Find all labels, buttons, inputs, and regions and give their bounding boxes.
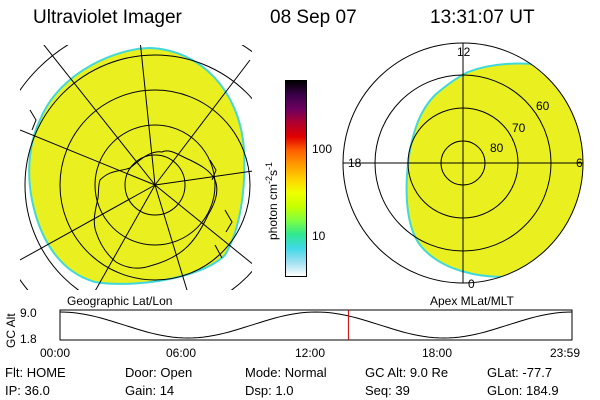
gc-alt-key: GC Alt: [365, 365, 407, 380]
mlt-label-12: 12 [457, 45, 471, 59]
mlt-label-18: 18 [348, 156, 362, 170]
right-panel-label: Apex MLat/MLT [430, 294, 514, 308]
time: 13:31:07 UT [430, 7, 535, 28]
seq-value: 39 [395, 383, 410, 398]
mlt-axes [343, 43, 583, 283]
ip-key: IP: [5, 383, 21, 398]
time-label-1: 06:00 [166, 346, 197, 360]
colorbar-tick-10: 10 [312, 229, 326, 243]
seq-key: Seq: [365, 383, 392, 398]
mlt-label-0: 0 [468, 277, 475, 291]
geo-meridians [20, 45, 252, 290]
footer-flight: Flt: HOME [5, 366, 66, 379]
left-panel-label: Geographic Lat/Lon [67, 294, 173, 308]
date: 08 Sep 07 [270, 7, 357, 28]
mlat-label-60: 60 [536, 99, 550, 113]
mlt-label-6: 6 [576, 156, 583, 170]
footer-gc-alt: GC Alt: 9.0 Re [365, 366, 448, 379]
time-label-3: 18:00 [422, 346, 453, 360]
footer-ip: IP: 36.0 [5, 384, 50, 397]
gc-alt-value: 9.0 Re [409, 365, 449, 380]
glon-key: GLon: [487, 383, 523, 398]
footer-dsp: Dsp: 1.0 [245, 384, 293, 397]
dsp-key: Dsp: [245, 383, 272, 398]
altitude-curve [59, 311, 573, 339]
footer-seq: Seq: 39 [365, 384, 410, 397]
glat-key: GLat: [487, 365, 519, 380]
ip-value: 36.0 [24, 383, 50, 398]
flight-value: HOME [26, 365, 66, 380]
time-label-0: 00:00 [40, 346, 71, 360]
timeline-ymin: 1.8 [20, 332, 37, 346]
mlat-label-70: 70 [512, 121, 526, 135]
door-value: Open [160, 365, 193, 380]
title: Ultraviolet Imager [33, 7, 182, 28]
timeline-ymax: 9.0 [20, 306, 37, 320]
timeline-frame [59, 309, 573, 341]
flight-key: Flt: [5, 365, 24, 380]
coastline-detail [29, 109, 233, 259]
colorbar-tick-100: 100 [312, 142, 333, 156]
mode-value: Normal [284, 365, 327, 380]
footer-mode: Mode: Normal [245, 366, 327, 379]
gain-key: Gain: [125, 383, 157, 398]
gain-value: 14 [159, 383, 175, 398]
footer-door: Door: Open [125, 366, 192, 379]
footer-glat: GLat: -77.7 [487, 366, 552, 379]
coastline [93, 150, 218, 269]
mlat-label-80: 80 [490, 141, 504, 155]
glon-value: 184.9 [526, 383, 559, 398]
time-label-2: 12:00 [295, 346, 326, 360]
door-key: Door: [125, 365, 157, 380]
footer-gain: Gain: 14 [125, 384, 174, 397]
glat-value: -77.7 [522, 365, 553, 380]
footer-glon: GLon: 184.9 [487, 384, 559, 397]
time-label-4: 23:59 [550, 346, 581, 360]
mode-key: Mode: [245, 365, 282, 380]
colorbar [285, 80, 307, 277]
dsp-value: 1.0 [275, 383, 294, 398]
geo-lat-circles [20, 45, 252, 290]
